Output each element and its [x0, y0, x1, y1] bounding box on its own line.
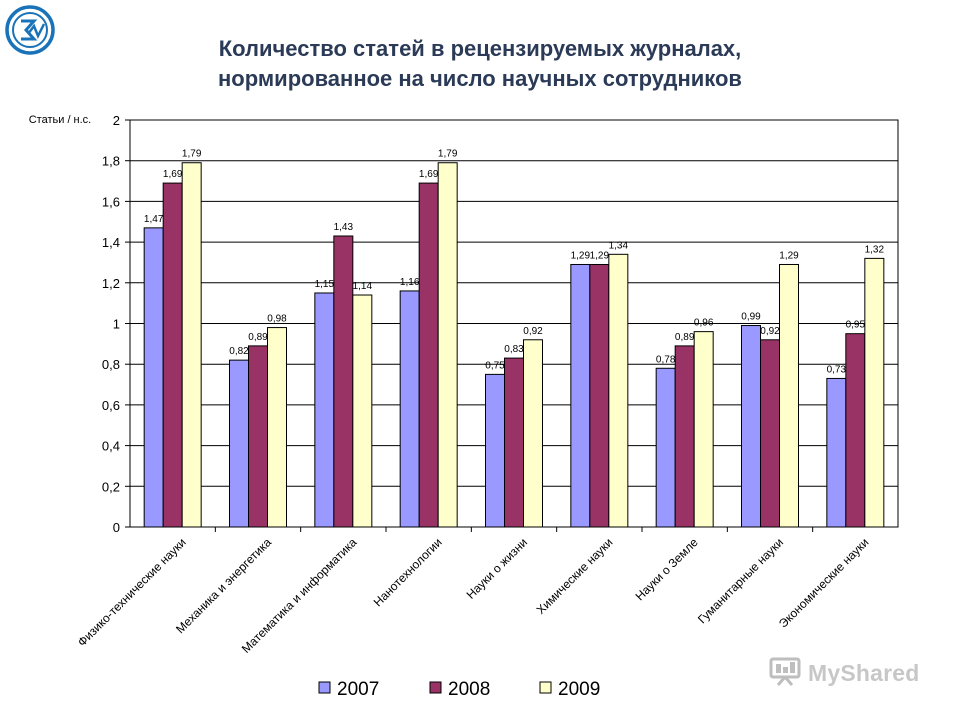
bar-2008	[674, 345, 695, 528]
data-labels: 1,47 1,69 1,79 0,82 0,89 0,98 1,15 1,43 1,14 1,16…	[144, 149, 885, 376]
y-tick-label: 1,4	[102, 235, 120, 250]
data-label: 1,43	[334, 222, 354, 233]
data-label: 1,34	[609, 240, 629, 251]
y-tick-label: 0,4	[102, 439, 120, 454]
data-label: 1,69	[163, 169, 183, 180]
y-tick-label: 0	[113, 520, 120, 535]
bar-2009	[523, 339, 543, 528]
data-label: 0,98	[267, 314, 287, 325]
y-tick-label: 0,8	[102, 357, 120, 372]
bar-2008	[248, 345, 268, 528]
data-label: 1,29	[779, 250, 799, 261]
bar-2008	[162, 182, 183, 528]
bar-2007	[229, 359, 249, 528]
data-label: 0,89	[248, 332, 268, 343]
data-label: 0,83	[504, 344, 524, 355]
bar-2007	[314, 292, 335, 528]
data-label: 1,29	[590, 250, 610, 261]
bar-2007	[485, 373, 505, 528]
data-label: 1,79	[182, 149, 202, 160]
data-label: 0,82	[229, 346, 249, 357]
bar-2007	[143, 227, 164, 528]
page-title: Количество статей в рецензируемых журнал…	[80, 34, 880, 94]
institute-logo-icon	[4, 4, 56, 56]
data-label: 0,92	[523, 326, 543, 337]
y-tick-label: 1,8	[102, 154, 120, 169]
data-label: 1,69	[419, 169, 439, 180]
x-category-label: Науки о Земле	[633, 535, 701, 603]
data-label: 0,92	[760, 326, 780, 337]
data-label: 0,75	[485, 360, 505, 371]
x-category-label: Химические науки	[534, 535, 616, 617]
data-label: 0,95	[846, 320, 866, 331]
data-label: 1,32	[865, 244, 885, 255]
bar-2008	[418, 182, 439, 528]
x-category-label: Науки о жизни	[464, 535, 531, 602]
x-category-label: Нанотехнологии	[371, 535, 445, 609]
bar-2008	[760, 339, 780, 528]
legend-swatch-2009	[539, 681, 552, 694]
x-category-label: Физико-технические науки	[75, 535, 189, 649]
bar-2009	[352, 294, 373, 528]
legend-label-2007: 2007	[337, 679, 379, 700]
bar-2007	[655, 367, 676, 528]
legend-swatch-2007	[318, 681, 331, 694]
y-axis-label: Статьи / н.с.	[29, 114, 92, 126]
y-tick-label: 2	[113, 113, 120, 128]
y-axis: 0 0,2 0,4 0,6 0,8 1 1,2 1,4 1,6 1,8 2	[102, 113, 131, 535]
data-label: 0,96	[694, 318, 714, 329]
title-line-2: нормированное на число научных сотрудник…	[218, 66, 742, 91]
bar-2009	[181, 162, 202, 528]
bar-2009	[267, 327, 287, 528]
y-tick-label: 1	[113, 317, 120, 332]
bar-2008	[333, 235, 354, 528]
data-label: 1,14	[353, 281, 373, 292]
data-label: 1,16	[400, 277, 420, 288]
bar-2008	[589, 263, 610, 528]
bar-2009	[608, 253, 629, 528]
legend-swatch-2008	[429, 681, 442, 694]
presentation-board-icon	[768, 656, 802, 691]
x-category-label: Механика и энергетика	[173, 535, 274, 636]
bar-2008	[504, 357, 524, 528]
bar-2007	[399, 290, 420, 528]
data-label: 0,89	[675, 332, 695, 343]
bar-2008	[845, 333, 866, 528]
bar-2007	[741, 325, 761, 528]
data-label: 0,73	[827, 364, 847, 375]
bar-2009	[779, 263, 799, 528]
watermark-text: MyShared	[808, 659, 920, 686]
watermark: MyShared	[768, 656, 938, 690]
legend-label-2009: 2009	[558, 679, 600, 700]
bar-2009	[693, 331, 714, 528]
legend: 2007 2008 2009	[318, 679, 600, 700]
y-tick-label: 1,2	[102, 276, 120, 291]
data-label: 1,15	[315, 279, 335, 290]
y-tick-label: 1,6	[102, 194, 120, 209]
x-category-label: Экономические науки	[776, 535, 871, 630]
bar-2007	[570, 263, 591, 528]
bar-2009	[437, 162, 458, 528]
data-label: 1,29	[571, 250, 591, 261]
legend-label-2008: 2008	[448, 679, 490, 700]
data-label: 0,99	[741, 312, 761, 323]
bar-2009	[864, 257, 885, 528]
data-label: 0,78	[656, 354, 676, 365]
data-label: 1,47	[144, 214, 164, 225]
y-tick-label: 0,6	[102, 398, 120, 413]
data-label: 1,79	[438, 149, 458, 160]
title-line-1: Количество статей в рецензируемых журнал…	[218, 36, 742, 61]
bar-2007	[826, 377, 847, 528]
x-category-label: Гуманитарные науки	[695, 535, 786, 626]
y-tick-label: 0,2	[102, 479, 120, 494]
bars	[143, 162, 885, 528]
